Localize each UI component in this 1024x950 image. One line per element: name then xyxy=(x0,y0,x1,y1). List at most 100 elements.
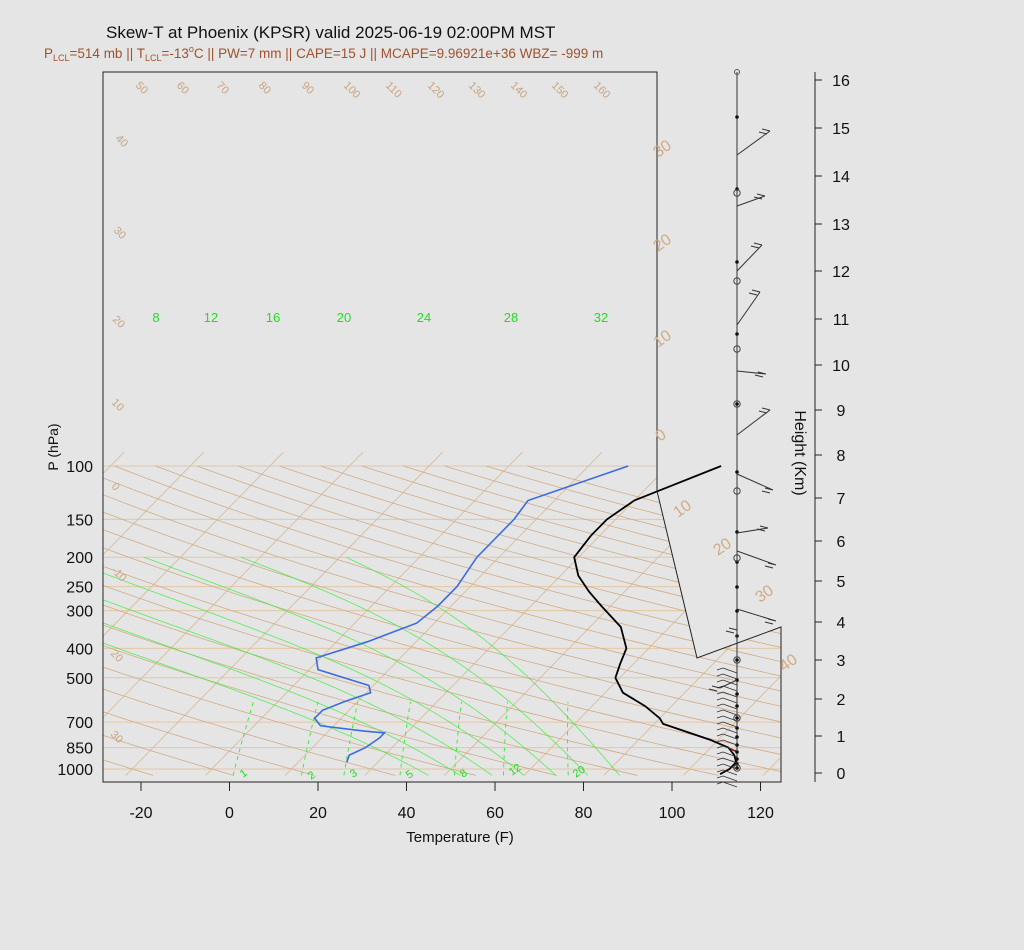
isotherm-label: 30 xyxy=(108,729,125,746)
mixing-ratio-label: 1 xyxy=(238,767,250,780)
isotherm-label: 70 xyxy=(214,80,231,97)
moist-adiabat-line xyxy=(345,556,620,776)
moist-adiabat-label: 32 xyxy=(594,310,608,325)
dry-adiabat-line xyxy=(155,465,781,776)
isotherm-label: 50 xyxy=(133,80,150,97)
dry-adiabat-line xyxy=(103,465,638,776)
subtitle-plcl-label: P xyxy=(44,46,53,61)
barb-dot xyxy=(735,470,739,474)
wind-barb xyxy=(736,608,777,625)
wind-barb xyxy=(716,745,738,752)
wind-barb xyxy=(716,709,738,716)
height-tick-label: 4 xyxy=(837,615,846,632)
dry-adiabat-line xyxy=(103,465,557,776)
barb-calm-circle xyxy=(733,554,741,562)
wind-barb xyxy=(736,550,777,569)
height-tick-label: 14 xyxy=(832,169,850,186)
y-axis-label: P (hPa) xyxy=(45,423,61,470)
moist-adiabat-label: 20 xyxy=(337,310,351,325)
mixing-ratio-label: 12 xyxy=(507,762,524,779)
height-tick-label: 0 xyxy=(837,766,846,783)
x-tick-label: 80 xyxy=(575,805,593,822)
wind-barb xyxy=(716,697,738,704)
pressure-tick-label: 150 xyxy=(66,512,93,529)
subtitle-plcl-sub: LCL xyxy=(53,53,70,63)
dry-adiabat-line xyxy=(114,465,781,776)
pressure-tick-label: 300 xyxy=(66,604,93,621)
mixing-ratio-label: 8 xyxy=(458,767,470,780)
dry-adiabat-line xyxy=(103,465,781,776)
pressure-tick-label: 1000 xyxy=(57,762,93,779)
height-tick-label: 8 xyxy=(837,448,846,465)
isotherm-label: 110 xyxy=(383,80,404,101)
isotherm-label: 90 xyxy=(299,80,316,97)
dry-adiabat-line xyxy=(237,465,781,776)
diagram-lines xyxy=(0,451,781,776)
dry-adiabat-line xyxy=(103,465,781,776)
height-tick-label: 5 xyxy=(837,574,846,591)
x-axis-label: Temperature (F) xyxy=(406,829,514,846)
isotherm-label: 150 xyxy=(549,80,570,101)
height-tick-label: 2 xyxy=(837,692,846,709)
isotherm-label: 0 xyxy=(653,426,670,445)
dry-adiabat-line xyxy=(320,465,781,776)
height-tick-label: 11 xyxy=(833,312,850,329)
isotherm-line xyxy=(205,451,523,776)
moist-adiabat-line xyxy=(143,556,557,776)
moist-adiabat-line xyxy=(240,556,589,776)
wind-barb xyxy=(716,733,738,740)
barb-dot xyxy=(735,609,739,613)
pressure-tick-label: 250 xyxy=(66,580,93,597)
barb-dot xyxy=(735,757,739,761)
isotherm-label: 160 xyxy=(591,80,612,101)
isotherm-line xyxy=(762,451,781,776)
height-tick-label: 7 xyxy=(837,491,846,508)
isotherm-label: 20 xyxy=(651,231,675,255)
pressure-tick-label: 100 xyxy=(66,459,93,476)
dry-adiabat-line xyxy=(0,466,72,775)
dry-adiabat-line xyxy=(403,465,781,776)
height-tick-label: 10 xyxy=(832,358,850,375)
subtitle-plcl-value: =514 mb || T xyxy=(70,46,145,61)
isotherm-label: 100 xyxy=(341,80,362,101)
pressure-tick-label: 200 xyxy=(66,550,93,567)
isotherm-label: 40 xyxy=(777,651,801,675)
wind-barb xyxy=(716,751,738,758)
mixing-ratio-label: 20 xyxy=(571,764,588,781)
height-tick-label: 9 xyxy=(837,403,846,420)
barb-dot xyxy=(735,332,739,336)
wind-barb-column xyxy=(708,69,777,788)
isotherm-line xyxy=(125,451,443,776)
moist-adiabat-label: 24 xyxy=(417,310,431,325)
barb-calm-circle xyxy=(733,656,741,664)
wind-barb xyxy=(716,763,738,770)
subtitle-tlcl-sub: LCL xyxy=(145,53,162,63)
wind-barb xyxy=(716,685,738,692)
wind-barb xyxy=(716,721,738,728)
plot-border xyxy=(102,71,782,783)
wind-barb xyxy=(716,769,738,776)
moist-adiabat-label: 8 xyxy=(152,310,159,325)
dry-adiabat-line xyxy=(103,465,781,776)
dry-adiabat-line xyxy=(103,465,781,776)
barb-dot xyxy=(735,704,739,708)
dry-adiabat-line xyxy=(103,465,781,776)
isotherm-label: 0 xyxy=(109,481,122,494)
dewpoint-line xyxy=(313,465,629,763)
subtitle-rest: C || PW=7 mm || CAPE=15 J || MCAPE=9.969… xyxy=(194,46,603,61)
isotherm-label: 30 xyxy=(111,225,128,242)
isotherm-line xyxy=(103,451,284,776)
wind-barb xyxy=(716,691,738,698)
x-tick-label: 60 xyxy=(486,805,504,822)
wind-barb xyxy=(716,757,738,764)
isotherm-line xyxy=(284,451,603,776)
pressure-tick-label: 400 xyxy=(66,641,93,658)
dry-adiabat-line xyxy=(103,465,477,776)
barb-dot xyxy=(735,766,739,770)
wind-barb xyxy=(716,781,738,788)
barb-dot xyxy=(735,402,739,406)
wind-barb xyxy=(736,473,774,494)
mixing-ratio-line xyxy=(503,701,508,776)
isotherm-line xyxy=(523,451,781,776)
